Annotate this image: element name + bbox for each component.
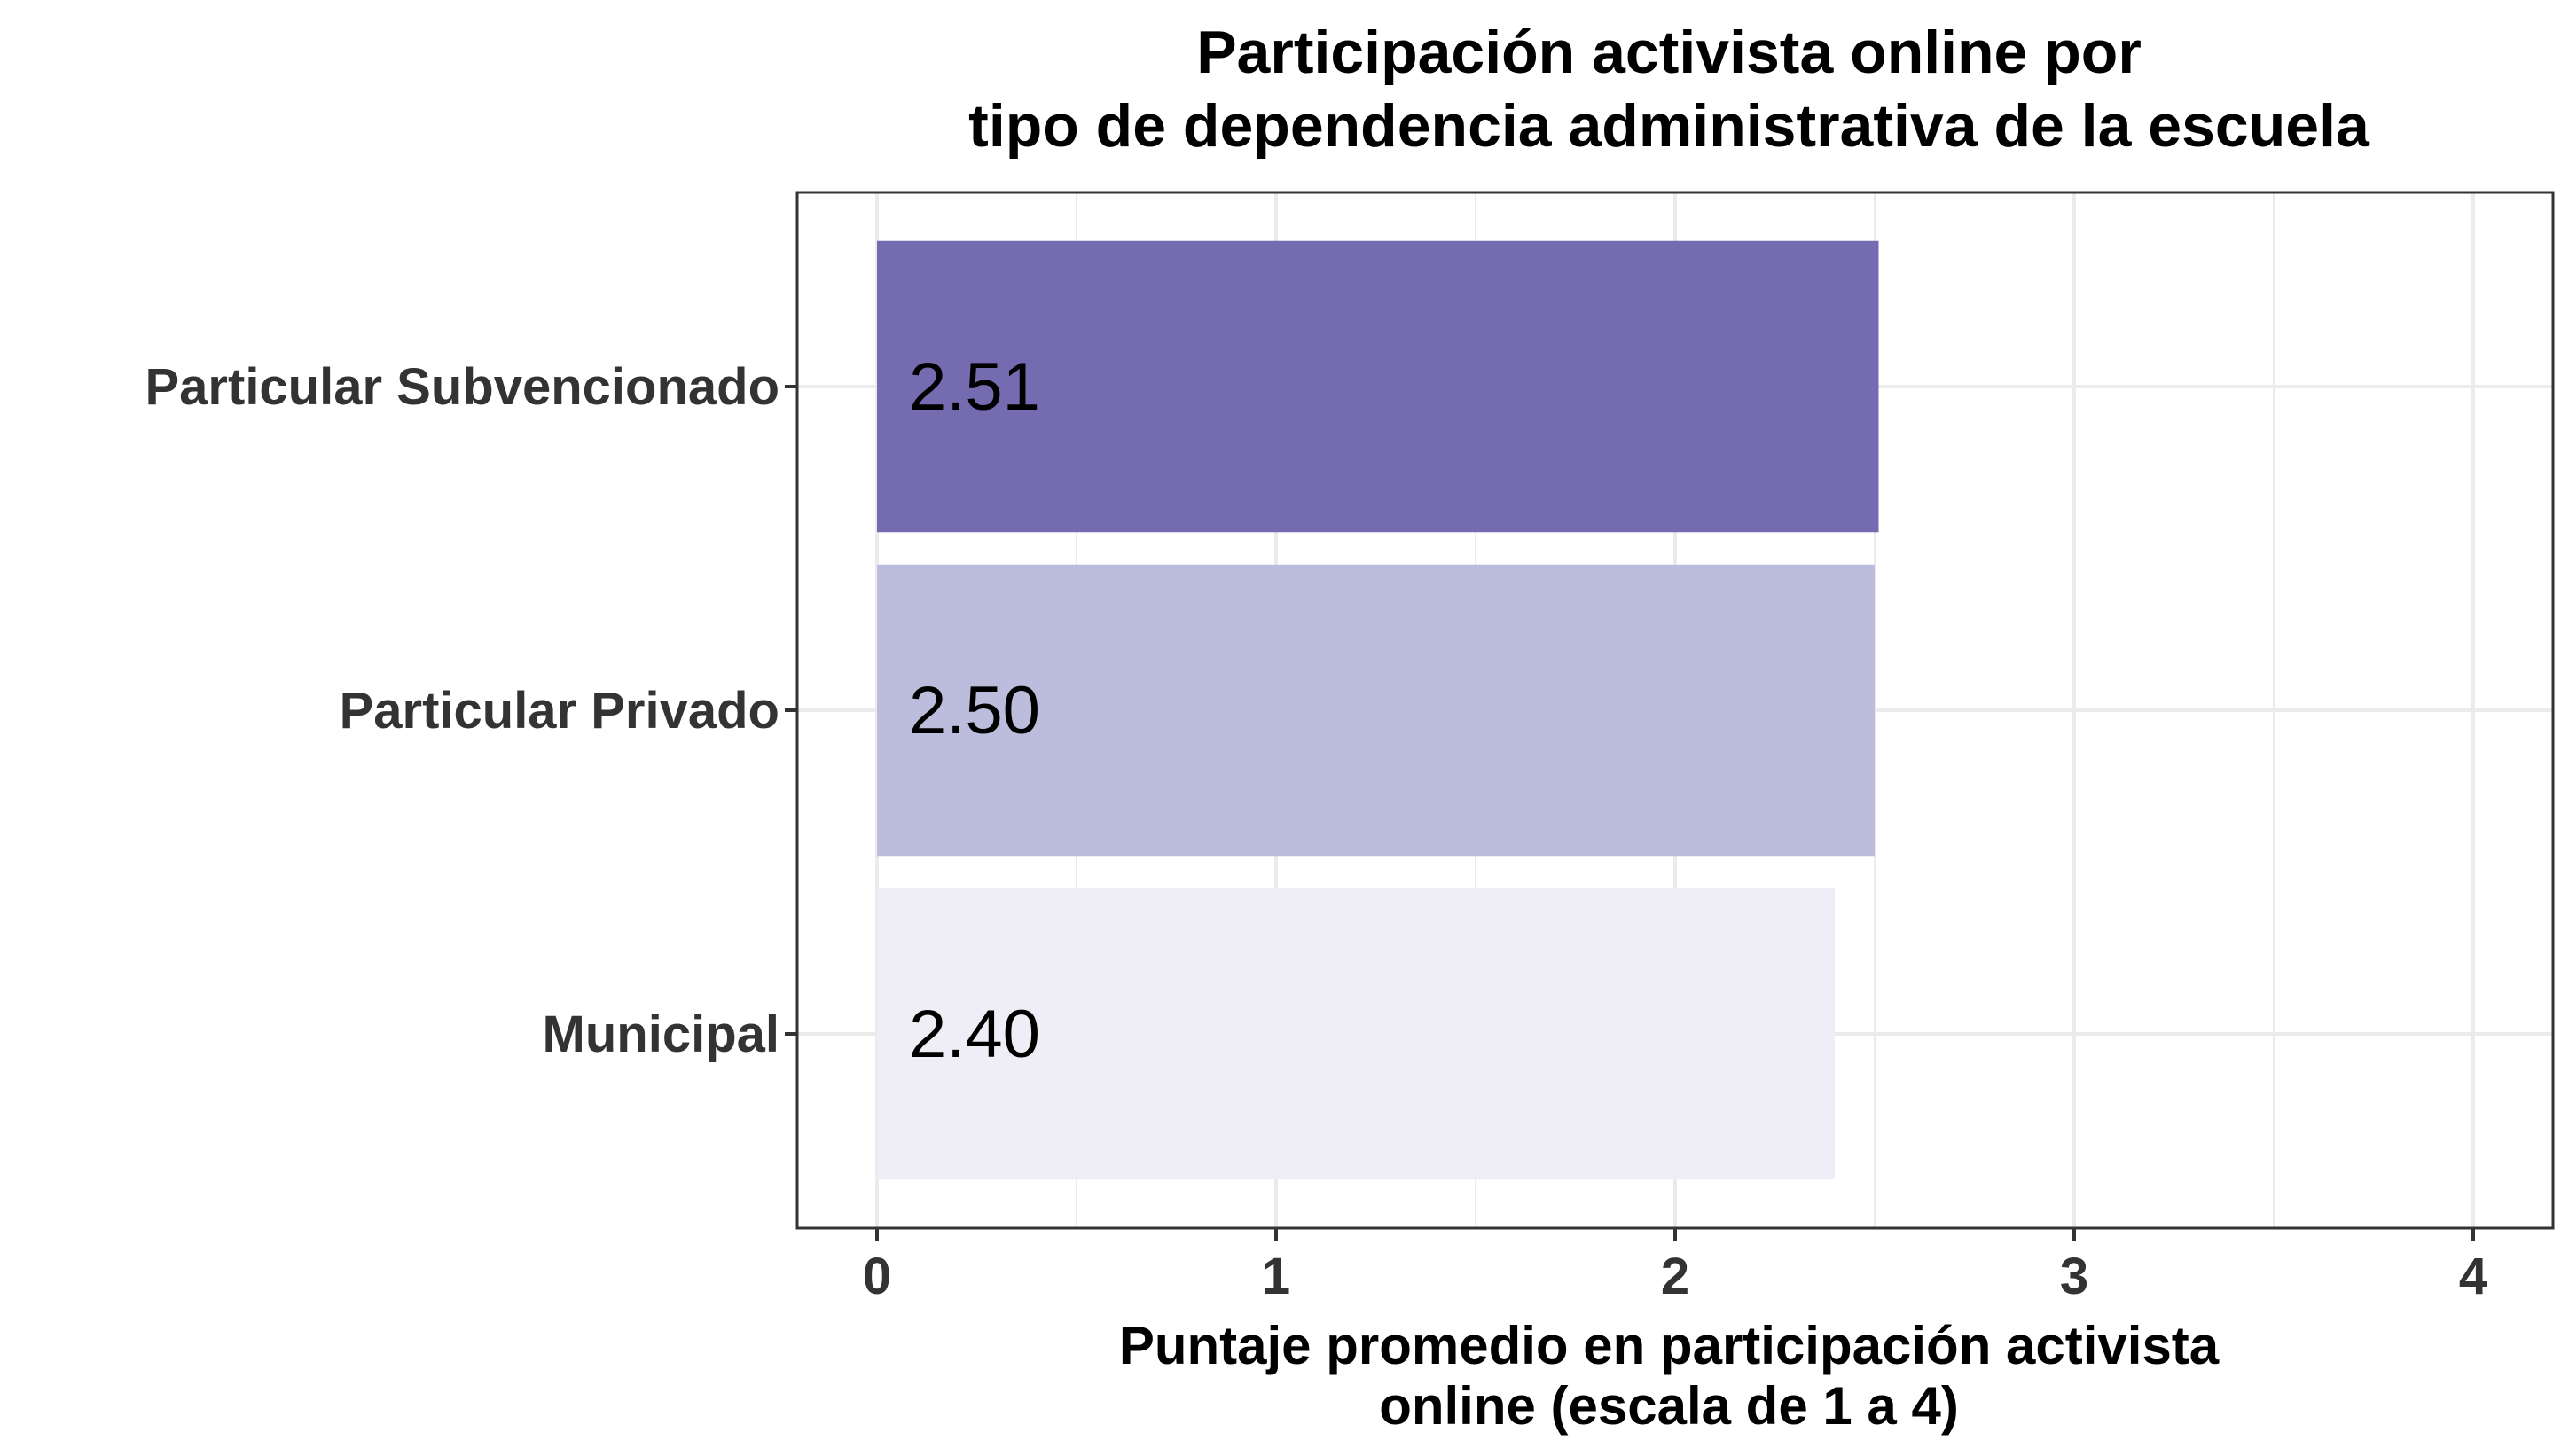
y-axis: Particular Subvencionado Particular Priva… — [145, 358, 797, 1063]
x-tick-label: 4 — [2459, 1248, 2487, 1305]
data-label: 2.51 — [909, 349, 1040, 425]
bars — [877, 240, 1879, 1180]
x-tick-label: 2 — [1661, 1248, 1689, 1305]
data-label: 2.40 — [909, 997, 1040, 1072]
data-label: 2.50 — [909, 673, 1040, 748]
data-labels: 2.51 2.50 2.40 — [909, 349, 1040, 1072]
x-tick-label: 3 — [2060, 1248, 2088, 1305]
x-tick-label: 0 — [863, 1248, 891, 1305]
x-axis: 0 1 2 3 4 — [863, 1228, 2487, 1305]
chart-title-line-1: Participación activista online por — [1196, 19, 2142, 86]
bar — [877, 240, 1879, 533]
y-tick-label: Municipal — [543, 1006, 779, 1063]
y-tick-label: Particular Privado — [340, 682, 779, 740]
bar — [877, 888, 1835, 1180]
x-axis-label-line-1: Puntaje promedio en participación activi… — [1119, 1316, 2220, 1375]
x-tick-label: 1 — [1262, 1248, 1290, 1305]
chart-title-line-2: tipo de dependencia administrativa de la… — [968, 92, 2370, 160]
bar — [877, 564, 1875, 857]
x-axis-label-line-2: online (escala de 1 a 4) — [1379, 1376, 1959, 1436]
y-tick-label: Particular Subvencionado — [145, 358, 779, 416]
